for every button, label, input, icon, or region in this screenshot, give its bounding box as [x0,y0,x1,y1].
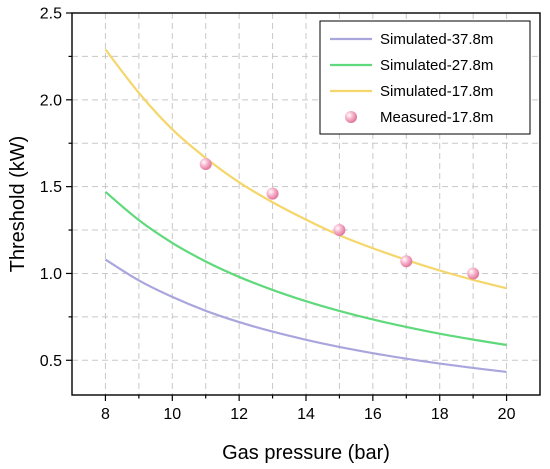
x-tick-label: 10 [163,406,181,423]
y-axis-title: Threshold (kW) [7,136,29,273]
data-point [199,158,212,171]
x-tick-label: 12 [230,406,248,423]
x-tick-label: 18 [431,406,449,423]
ticks: 8 10 12 14 16 18 20 0.5 1.0 1.5 2.0 2.5 [40,6,516,424]
series-line [104,258,507,373]
x-tick-label: 16 [364,406,382,423]
x-tick-label: 8 [101,406,110,423]
series-line [104,48,507,290]
legend-label: Simulated-37.8m [380,31,493,48]
data-point [266,187,279,200]
series-line [104,191,507,347]
legend: Simulated-37.8m Simulated-27.8m Simulated-… [319,20,531,135]
x-axis-title: Gas pressure (bar) [222,442,390,464]
y-tick-label: 1.0 [40,266,62,283]
y-tick-label: 1.5 [40,179,62,196]
legend-label: Simulated-17.8m [380,83,493,100]
data-point [467,267,480,280]
x-tick-label: 20 [498,406,516,423]
measured-points [199,158,480,280]
y-tick-label: 2.5 [40,6,62,23]
series-lines [104,48,507,373]
x-tick-label: 14 [297,406,315,423]
data-point [400,255,413,268]
legend-swatch [345,111,357,123]
y-tick-label: 0.5 [40,353,62,370]
legend-label: Measured-17.8m [380,109,493,126]
y-tick-label: 2.0 [40,92,62,109]
legend-label: Simulated-27.8m [380,57,493,74]
data-point [333,224,346,237]
